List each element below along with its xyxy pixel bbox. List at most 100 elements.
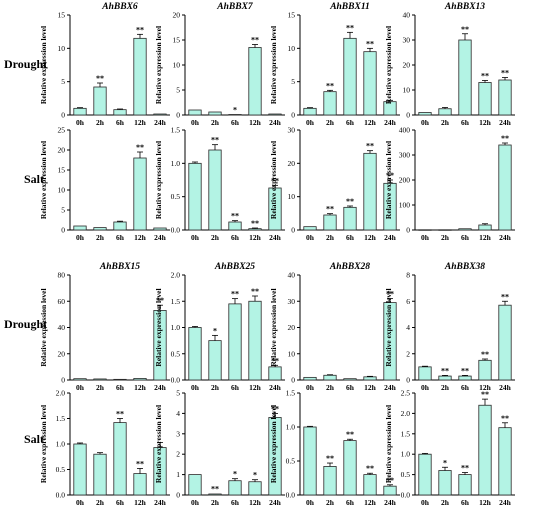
y-tick-label: 2 xyxy=(406,349,410,358)
x-tick-label: 6h xyxy=(231,118,240,127)
significance-mark: ** xyxy=(366,464,374,473)
bar-12h xyxy=(248,47,262,116)
significance-mark: ** xyxy=(501,414,509,423)
y-tick-label: 2 xyxy=(176,450,180,459)
row-label-salt-top: Salt xyxy=(24,172,45,186)
x-tick-label: 6h xyxy=(231,498,240,507)
y-tick-label: 15 xyxy=(58,11,66,20)
y-tick-label: 0.5 xyxy=(171,349,181,358)
y-tick-label: 1.0 xyxy=(56,440,66,449)
bar-12h xyxy=(478,224,492,231)
bar-2h xyxy=(438,108,452,116)
y-tick-label: 15 xyxy=(288,11,296,20)
y-tick-label: 40 xyxy=(58,323,66,332)
bar-0h xyxy=(188,474,202,496)
x-tick-label: 0h xyxy=(76,233,85,242)
x-tick-label: 24h xyxy=(384,118,397,127)
y-tick-label: 400 xyxy=(399,126,411,135)
bar-12h xyxy=(133,37,147,116)
y-axis-label: Relative expression level xyxy=(384,288,393,366)
bar-12h xyxy=(248,300,262,381)
bar-0h xyxy=(303,226,317,231)
significance-mark: ** xyxy=(326,205,334,214)
x-tick-label: 12h xyxy=(134,118,147,127)
x-tick-label: 2h xyxy=(441,383,450,392)
y-tick-label: 30 xyxy=(403,36,411,45)
x-tick-label: 24h xyxy=(269,498,282,507)
y-tick-label: 30 xyxy=(288,297,296,306)
chart-panel-c16: Relative expression level 0.0 0.5 1.0 1.5 2.0… xyxy=(384,389,515,507)
y-tick-label: 20 xyxy=(58,146,66,155)
x-tick-label: 24h xyxy=(499,498,512,507)
significance-mark: ** xyxy=(211,136,219,145)
significance-mark: ** xyxy=(136,143,144,152)
chart-panel-c13: Relative expression level 0.0 0.5 1.0 1.5 2.0… xyxy=(39,389,170,507)
x-tick-label: 6h xyxy=(346,498,355,507)
x-tick-label: 2h xyxy=(441,118,450,127)
significance-mark: ** xyxy=(461,464,469,473)
significance-mark: ** xyxy=(231,212,239,221)
significance-mark: ** xyxy=(271,356,279,365)
bar-2h xyxy=(323,374,337,381)
x-tick-label: 0h xyxy=(76,498,85,507)
x-tick-label: 12h xyxy=(479,383,492,392)
x-tick-label: 6h xyxy=(116,383,125,392)
bar-12h xyxy=(133,378,147,381)
bar-24h xyxy=(268,366,282,381)
y-tick-label: 0.0 xyxy=(401,491,411,500)
significance-mark: ** xyxy=(136,25,144,34)
significance-mark: ** xyxy=(501,292,509,301)
bar-0h xyxy=(73,225,87,231)
bar-2h xyxy=(323,466,337,496)
y-tick-label: 20 xyxy=(403,61,411,70)
bar-0h xyxy=(303,426,317,496)
y-tick-label: 20 xyxy=(288,323,296,332)
bar-2h xyxy=(93,378,107,381)
bar-6h xyxy=(458,474,472,496)
x-tick-label: 2h xyxy=(96,498,105,507)
x-tick-label: 12h xyxy=(249,118,262,127)
bar-12h xyxy=(133,473,147,496)
y-tick-label: 15 xyxy=(58,166,66,175)
y-tick-label: 5 xyxy=(176,86,180,95)
x-tick-label: 6h xyxy=(346,383,355,392)
y-tick-label: 10 xyxy=(288,192,296,201)
bar-6h xyxy=(228,221,242,231)
x-tick-label: 24h xyxy=(154,498,167,507)
y-tick-label: 0.5 xyxy=(56,465,66,474)
y-tick-label: 0 xyxy=(291,111,295,120)
y-tick-label: 5 xyxy=(176,389,180,398)
chart-title: AhBBX15 xyxy=(99,262,140,272)
bar-6h xyxy=(343,206,357,231)
y-tick-label: 4 xyxy=(406,323,410,332)
x-tick-label: 24h xyxy=(269,118,282,127)
x-tick-label: 12h xyxy=(249,233,262,242)
x-tick-label: 0h xyxy=(306,383,315,392)
chart-panel-c2: AhBBX7 Relative expression level 0 5 10 15 20 0… xyxy=(154,2,285,127)
x-tick-label: 6h xyxy=(116,498,125,507)
y-tick-label: 1.0 xyxy=(401,450,411,459)
y-tick-label: 60 xyxy=(58,297,66,306)
bar-24h xyxy=(268,113,282,116)
y-tick-label: 0.0 xyxy=(56,491,66,500)
y-tick-label: 0.0 xyxy=(286,491,296,500)
y-tick-label: 0 xyxy=(176,491,180,500)
bar-2h xyxy=(93,86,107,116)
x-tick-label: 6h xyxy=(461,233,470,242)
x-tick-label: 0h xyxy=(306,233,315,242)
chart-panel-c8: Relative expression level 0 100 200 300 400 0h… xyxy=(384,126,515,242)
x-tick-label: 0h xyxy=(306,498,315,507)
y-tick-label: 1.5 xyxy=(401,429,411,438)
y-tick-label: 2.0 xyxy=(401,409,411,418)
y-tick-label: 0.0 xyxy=(171,376,181,385)
y-tick-label: 10 xyxy=(288,44,296,53)
significance-mark: ** xyxy=(156,296,164,305)
bar-12h xyxy=(363,152,377,231)
chart-panel-c10: AhBBX25 Relative expression level 0.0 0.5 1.… xyxy=(154,262,285,392)
significance-mark: ** xyxy=(326,81,334,90)
y-tick-label: 5 xyxy=(61,206,65,215)
bar-12h xyxy=(133,157,147,231)
significance-mark: * xyxy=(253,471,257,480)
y-tick-label: 15 xyxy=(173,36,181,45)
x-tick-label: 0h xyxy=(191,118,200,127)
